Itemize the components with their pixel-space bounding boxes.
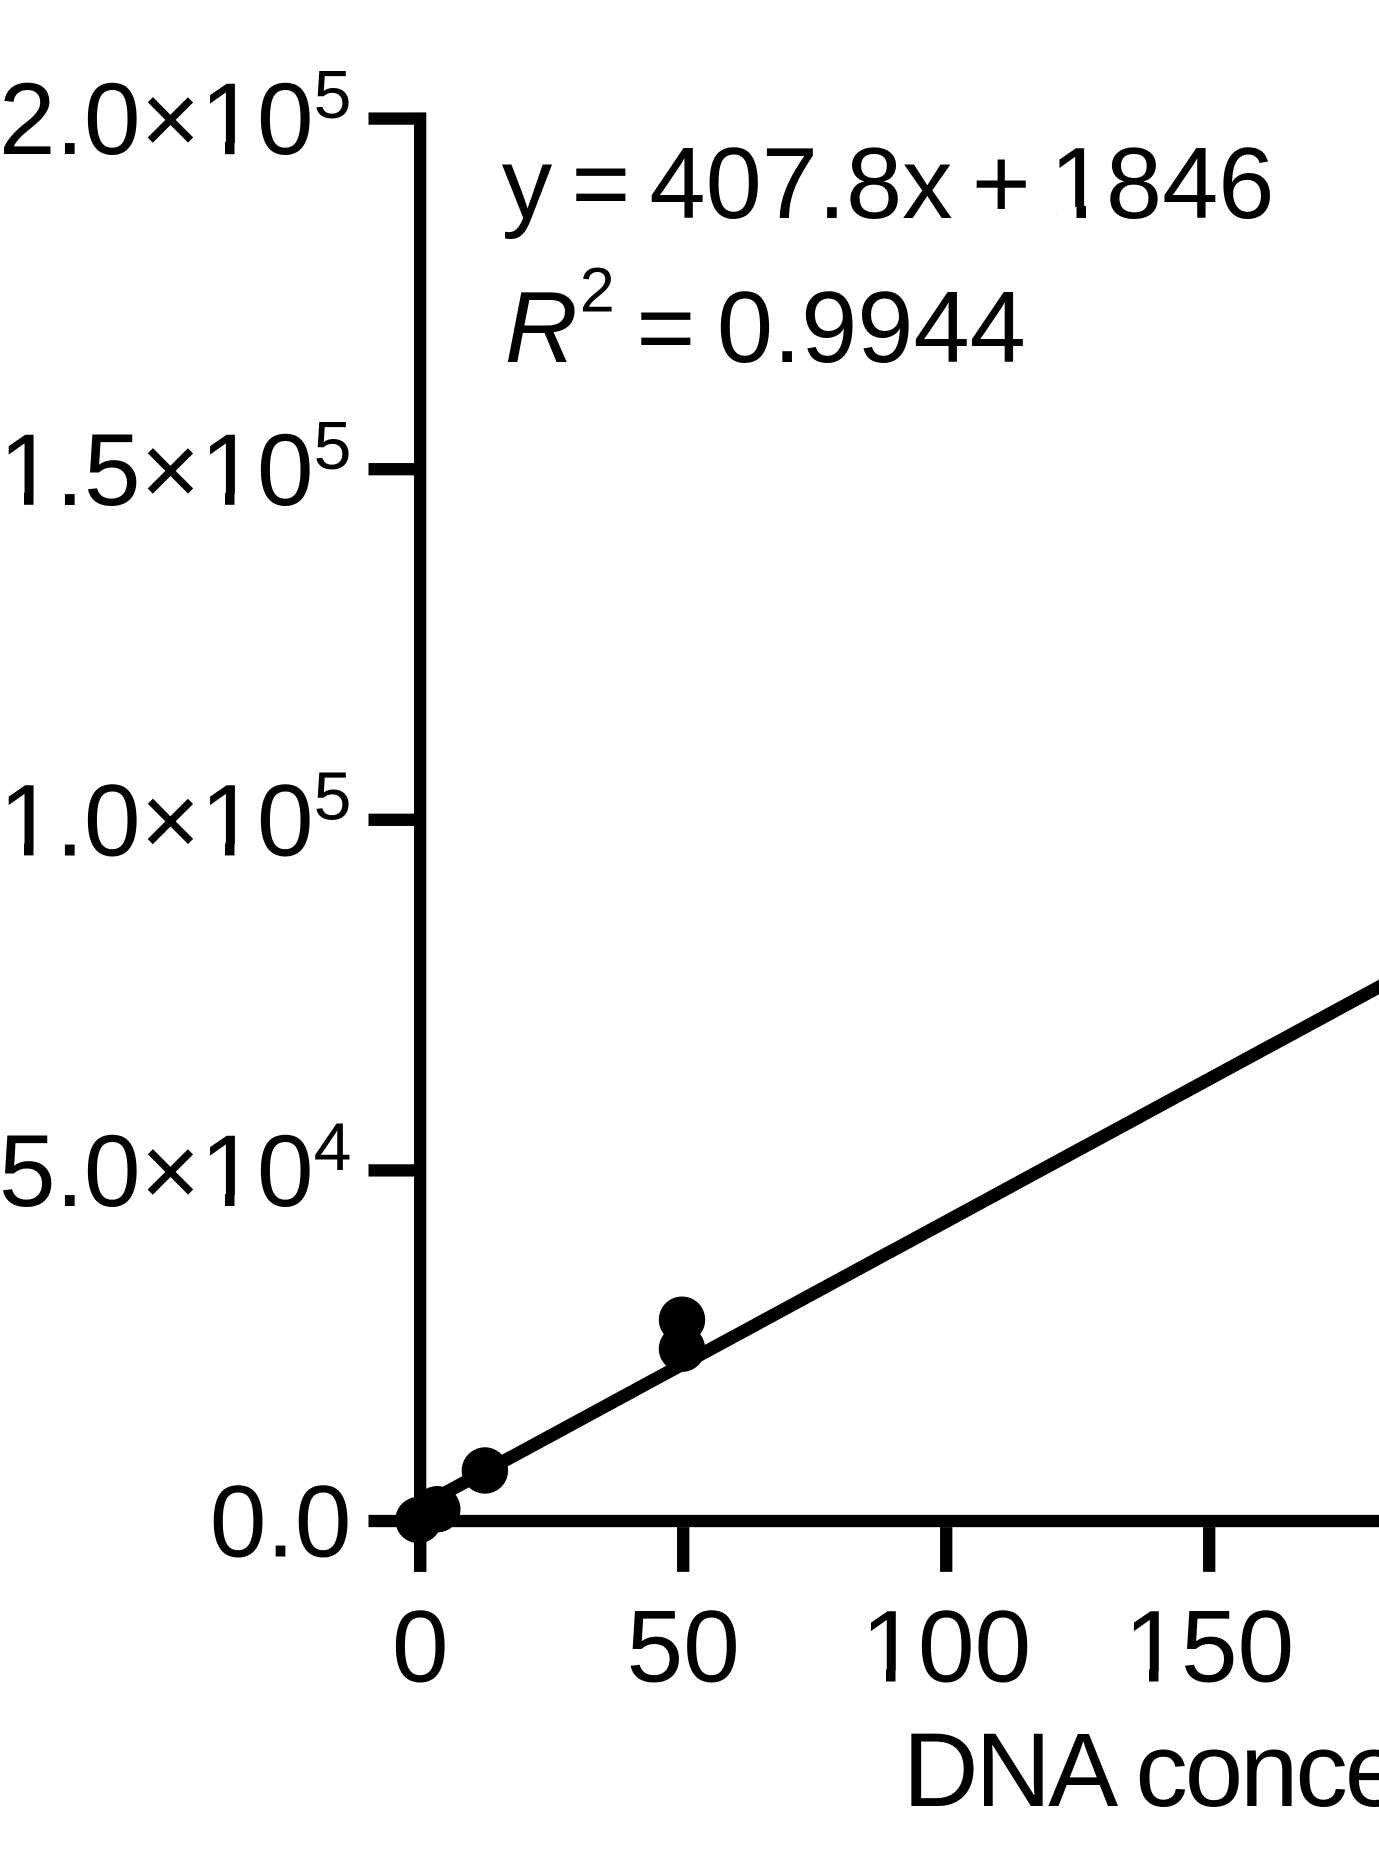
svg-text:2.0×105: 2.0×105 [0, 57, 352, 176]
svg-text:1.5×105: 1.5×105 [0, 408, 352, 527]
svg-text:DNA concentration (ng/µL): DNA concentration (ng/µL) [903, 1712, 1379, 1829]
svg-text:1.0×105: 1.0×105 [0, 758, 352, 877]
svg-text:0.0: 0.0 [210, 1465, 352, 1579]
svg-text:50: 50 [626, 1590, 739, 1704]
svg-text:0: 0 [392, 1590, 449, 1704]
svg-text:5.0×104: 5.0×104 [0, 1109, 352, 1228]
svg-text:100: 100 [861, 1590, 1031, 1704]
svg-text:150: 150 [1124, 1590, 1294, 1704]
svg-text:R2 = 0.9944: R2 = 0.9944 [505, 256, 1026, 385]
svg-text:y = 407.8x + 1846: y = 407.8x + 1846 [502, 128, 1275, 240]
